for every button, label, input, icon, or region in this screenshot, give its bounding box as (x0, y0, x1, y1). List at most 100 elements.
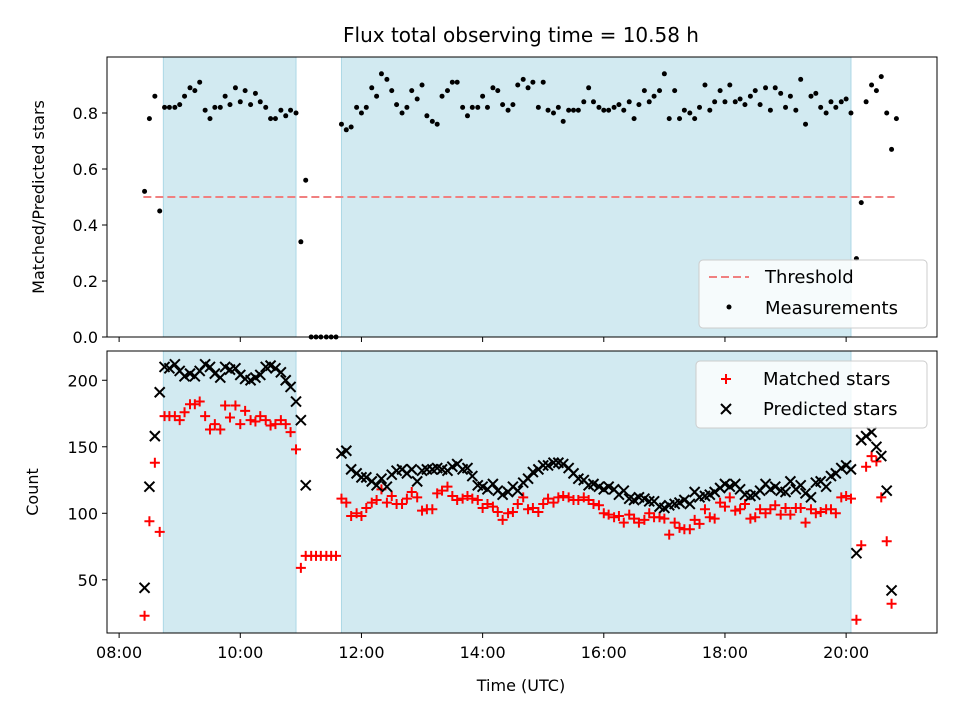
point-predicted-35 (345, 463, 357, 476)
point-matched-143 (861, 461, 872, 472)
point-measurement-57 (429, 118, 435, 124)
point-matched-40 (341, 497, 352, 508)
point-predicted-23 (254, 369, 266, 381)
point-measurement-137 (833, 104, 839, 110)
y-tick-label: 0.0 (73, 328, 98, 347)
point-matched-137 (830, 508, 841, 519)
point-predicted-101 (678, 494, 691, 506)
point-predicted-65 (496, 488, 509, 501)
point-measurement-32 (303, 177, 309, 183)
point-matched-106 (674, 522, 685, 533)
point-matched-92 (603, 509, 614, 520)
x-tick-label: 20:00 (823, 643, 869, 662)
point-matched-120 (745, 513, 756, 524)
point-measurement-71 (500, 102, 506, 108)
point-matched-148 (886, 598, 897, 609)
point-predicted-28 (280, 374, 292, 386)
point-predicted-30 (290, 395, 302, 408)
point-predicted-32 (300, 479, 312, 492)
point-measurement-74 (515, 82, 521, 88)
point-matched-86 (573, 494, 584, 505)
point-measurement-101 (651, 93, 657, 99)
y-axis-label: Matched/Predicted stars (29, 100, 48, 294)
point-measurement-130 (798, 76, 804, 82)
point-measurement-59 (439, 93, 445, 99)
point-measurement-28 (283, 113, 289, 119)
point-measurement-129 (793, 107, 799, 113)
point-measurement-56 (424, 113, 430, 119)
point-predicted-137 (860, 430, 872, 442)
point-measurement-54 (414, 96, 420, 102)
point-predicted-110 (724, 480, 736, 493)
point-measurement-26 (272, 116, 278, 122)
panel-counts: 50 100 150 200 Count 08:00 10:00 12:00 14:00 16:0… (23, 350, 938, 662)
point-measurement-80 (545, 107, 551, 113)
point-measurement-145 (873, 88, 879, 94)
point-predicted-122 (784, 475, 797, 488)
point-predicted-58 (461, 462, 474, 474)
y-axis-label: Count (23, 468, 42, 516)
point-predicted-125 (799, 487, 812, 500)
point-measurement-11 (197, 79, 203, 85)
point-measurement-149 (893, 116, 899, 122)
point-matched-133 (810, 508, 821, 519)
point-predicted-71 (527, 466, 539, 478)
point-predicted-107 (708, 486, 721, 498)
point-measurement-27 (278, 107, 284, 113)
point-measurement-5 (166, 104, 172, 110)
point-predicted-26 (269, 362, 282, 374)
point-measurement-52 (404, 104, 410, 110)
point-predicted-140 (875, 450, 887, 462)
y-tick-label: 0.4 (73, 216, 98, 235)
point-matched-41 (346, 510, 357, 521)
point-measurement-8 (182, 93, 188, 99)
point-matched-82 (553, 492, 564, 503)
point-measurement-122 (757, 102, 763, 108)
point-matched-116 (724, 492, 735, 503)
point-predicted-14 (209, 367, 221, 380)
point-matched-0 (139, 610, 150, 621)
point-measurement-134 (818, 104, 824, 110)
legend-threshold-label: Threshold (764, 267, 854, 288)
point-matched-127 (780, 502, 791, 513)
point-predicted-75 (547, 457, 560, 469)
point-matched-138 (836, 492, 847, 503)
point-measurement-114 (717, 88, 723, 94)
point-measurement-1 (146, 116, 152, 122)
point-measurement-113 (712, 99, 718, 105)
y-tick-label: 0.8 (73, 104, 98, 123)
point-matched-126 (775, 509, 786, 520)
point-measurement-9 (187, 85, 193, 91)
point-measurement-25 (268, 116, 274, 122)
point-matched-80 (543, 493, 554, 504)
point-measurement-138 (838, 99, 844, 105)
point-matched-115 (719, 501, 730, 512)
point-measurement-61 (449, 79, 455, 85)
point-matched-130 (795, 502, 806, 513)
point-matched-8 (179, 407, 190, 418)
point-measurement-77 (530, 79, 536, 85)
point-predicted-124 (794, 479, 807, 492)
point-measurement-49 (389, 88, 395, 94)
point-matched-90 (593, 500, 604, 511)
point-predicted-48 (411, 475, 423, 488)
point-measurement-125 (772, 85, 778, 91)
point-predicted-77 (557, 458, 569, 470)
point-measurement-15 (217, 104, 223, 110)
point-matched-69 (487, 501, 498, 512)
point-measurement-85 (570, 107, 576, 113)
y-tick-label: 150 (67, 438, 98, 457)
point-measurement-31 (298, 239, 304, 245)
point-measurement-146 (878, 74, 884, 80)
point-matched-16 (220, 400, 231, 411)
point-measurement-42 (354, 104, 360, 110)
point-measurement-139 (843, 96, 849, 102)
point-measurement-13 (207, 116, 213, 122)
point-predicted-1 (143, 480, 156, 493)
point-measurement-70 (495, 88, 501, 94)
point-measurement-3 (157, 208, 163, 214)
point-matched-119 (739, 498, 750, 509)
point-matched-78 (533, 506, 544, 517)
point-measurement-64 (464, 113, 470, 119)
point-measurement-121 (752, 88, 758, 94)
